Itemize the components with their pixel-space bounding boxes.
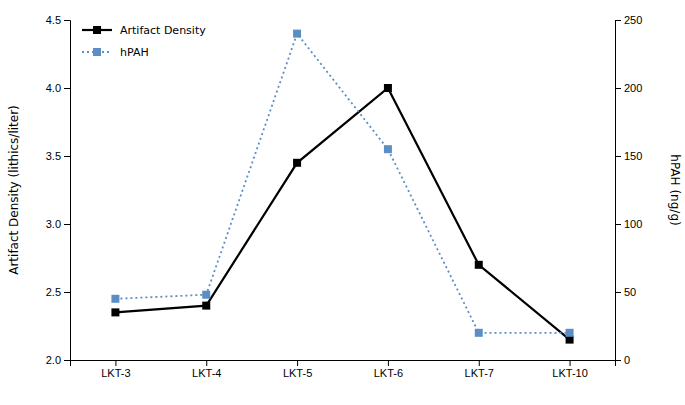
series-marker: [293, 159, 301, 167]
y-axis-tick-mark: [64, 224, 70, 225]
y-axis-tick: 4.5: [46, 14, 70, 26]
x-axis-line: [71, 361, 616, 367]
y2-axis-tick-mark: [615, 20, 621, 21]
x-tick: LKT-6: [374, 360, 403, 379]
marks: [111, 30, 573, 344]
y-axis-tick-label: 3.5: [46, 150, 61, 162]
series-marker: [111, 308, 119, 316]
x-tick-label: LKT-4: [192, 367, 221, 379]
y-axis-tick-label: 2.5: [46, 286, 61, 298]
legend-swatch-marker: [93, 26, 101, 34]
y2-axis-tick: 0: [615, 354, 630, 366]
series-marker: [384, 145, 392, 153]
legend-item: Artifact Density: [82, 24, 206, 37]
y2-axis-tick: 250: [615, 14, 642, 26]
series-line: [115, 34, 569, 333]
y-axis-tick-mark: [64, 292, 70, 293]
x-tick-label: LKT-3: [101, 367, 130, 379]
y2-axis-tick-mark: [615, 156, 621, 157]
y-axis-tick-mark: [64, 20, 70, 21]
y-axis-tick-mark: [64, 360, 70, 361]
y2-axis-line: [616, 21, 622, 361]
legend-label: Artifact Density: [120, 24, 206, 37]
x-tick-mark: [570, 360, 571, 366]
y-axis-tick-label: 4.5: [46, 14, 61, 26]
y2-axis-tick-mark: [615, 292, 621, 293]
x-tick-mark: [115, 360, 116, 366]
y-axis-tick-label: 3.0: [46, 218, 61, 230]
y-axis-tick-mark: [64, 156, 70, 157]
y-axis-line: [64, 21, 71, 361]
y2-axis-tick-label: 50: [624, 286, 636, 298]
y2-axis-tick-label: 150: [624, 150, 642, 162]
legend: Artifact Density hPAH: [82, 24, 206, 59]
y-axis-tick: 4.0: [46, 82, 70, 94]
y2-axis-tick-label: 100: [624, 218, 642, 230]
y2-axis-tick: 150: [615, 150, 642, 162]
y-axis-tick: 2.5: [46, 286, 70, 298]
series-marker: [202, 291, 210, 299]
x-tick-label: LKT-7: [465, 367, 494, 379]
x-tick-label: LKT-6: [374, 367, 403, 379]
y-axis-tick: 3.0: [46, 218, 70, 230]
y2-axis-tick-label: 200: [624, 82, 642, 94]
x-tick-mark: [206, 360, 207, 366]
y2-axis-tick-label: 250: [624, 14, 642, 26]
y2-axis-tick-mark: [615, 224, 621, 225]
y-axis-title: Artifact Density (lithics/liter): [7, 105, 21, 275]
x-axis: LKT-3 LKT-4 LKT-5 LKT-6 LKT-7 LKT-10: [71, 360, 616, 379]
series-marker: [566, 329, 574, 337]
series-line: [115, 88, 569, 340]
x-tick-label: LKT-10: [552, 367, 587, 379]
y-axis: 2.0 2.5 3.0 3.5 4.0 4.5: [46, 14, 71, 366]
plot: LKT-3 LKT-4 LKT-5 LKT-6 LKT-7 LKT-10 2.0 2.5 3.0…: [46, 14, 643, 379]
x-tick: LKT-10: [552, 360, 587, 379]
y2-axis-tick-mark: [615, 360, 621, 361]
y2-axis-tick-label: 0: [624, 354, 630, 366]
y2-axis: 0 50 100 150 200 250: [615, 14, 642, 366]
legend-item: hPAH: [82, 46, 149, 59]
x-tick-mark: [479, 360, 480, 366]
series-marker: [293, 30, 301, 38]
x-tick-mark: [388, 360, 389, 366]
x-tick: LKT-7: [465, 360, 494, 379]
y-axis-tick-mark: [64, 88, 70, 89]
x-tick: LKT-5: [283, 360, 312, 379]
y-axis-tick: 3.5: [46, 150, 70, 162]
x-tick-label: LKT-5: [283, 367, 312, 379]
y-axis-tick: 2.0: [46, 354, 70, 366]
legend-swatch-marker: [93, 48, 101, 56]
series-marker: [384, 84, 392, 92]
series-marker: [475, 329, 483, 337]
y-axis-tick-label: 2.0: [46, 354, 61, 366]
x-tick-mark: [297, 360, 298, 366]
x-tick: LKT-3: [101, 360, 130, 379]
series-marker: [475, 261, 483, 269]
y2-axis-tick: 100: [615, 218, 642, 230]
x-tick: LKT-4: [192, 360, 221, 379]
legend-label: hPAH: [120, 46, 149, 59]
series-marker: [202, 302, 210, 310]
y-axis-tick-label: 4.0: [46, 82, 61, 94]
series-marker: [566, 336, 574, 344]
y2-axis-tick: 200: [615, 82, 642, 94]
chart: LKT-3 LKT-4 LKT-5 LKT-6 LKT-7 LKT-10 2.0 2.5 3.0…: [0, 0, 685, 405]
y2-axis-title: hPAH (ng/g): [668, 154, 682, 225]
y2-axis-tick-mark: [615, 88, 621, 89]
y2-axis-tick: 50: [615, 286, 636, 298]
series-marker: [111, 295, 119, 303]
